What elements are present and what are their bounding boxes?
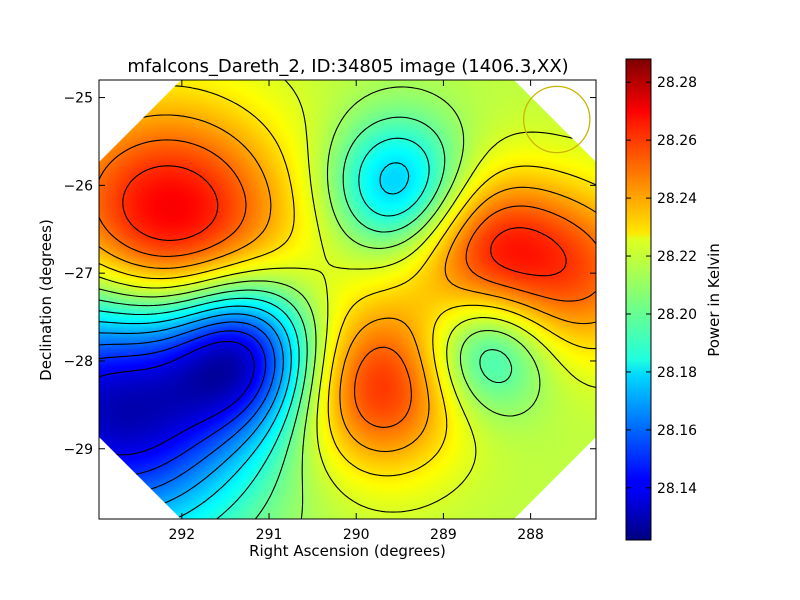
- y-axis-label: Declination (degrees): [37, 219, 55, 381]
- contour-line: [99, 139, 596, 428]
- colorbar-label: Power in Kelvin: [705, 243, 723, 357]
- colorbar-gradient: [625, 58, 652, 541]
- x-tick-label: 288: [517, 527, 544, 543]
- x-axis: 292 291 290 289 288: [168, 80, 544, 543]
- colorbar-tick-label: 28.24: [657, 191, 697, 207]
- colorbar-tick-label: 28.28: [657, 75, 697, 91]
- colorbar: 28.14 28.16 28.18 28.20 28.22 28.24 28.26 28.28…: [625, 58, 723, 541]
- x-tick-label: 291: [256, 527, 283, 543]
- beam-circle: [522, 85, 591, 154]
- colorbar-tick-label: 28.16: [657, 423, 697, 439]
- chart-title: mfalcons_Dareth_2, ID:34805 image (1406.…: [127, 56, 568, 77]
- x-tick-label: 290: [343, 527, 370, 543]
- plot-frame: [98, 79, 597, 520]
- colorbar-ticks: 28.14 28.16 28.18 28.20 28.22 28.24 28.26 28.28: [626, 75, 697, 497]
- heatmap-image: [99, 80, 596, 519]
- y-tick-label: −25: [63, 91, 93, 107]
- contour-line: [99, 137, 430, 519]
- y-tick-label: −26: [63, 178, 93, 194]
- contour-line: [99, 86, 541, 519]
- y-tick-label: −28: [63, 354, 93, 370]
- x-axis-label: Right Ascension (degrees): [249, 542, 446, 560]
- contour-line: [99, 116, 513, 519]
- contour-line: [99, 340, 255, 456]
- x-tick-label: 292: [168, 527, 195, 543]
- contour-line: [99, 162, 410, 519]
- colorbar-tick-label: 28.20: [657, 307, 697, 323]
- y-tick-label: −27: [63, 266, 93, 282]
- plot-area: [98, 79, 597, 520]
- x-tick-label: 289: [430, 527, 457, 543]
- colorbar-tick-label: 28.14: [657, 481, 697, 497]
- y-tick-label: −29: [63, 442, 93, 458]
- colorbar-tick-label: 28.18: [657, 365, 697, 381]
- colorbar-tick-label: 28.22: [657, 249, 697, 265]
- contour-line: [122, 165, 567, 277]
- y-axis: −25 −26 −27 −28 −29: [63, 91, 596, 458]
- colorbar-tick-label: 28.26: [657, 133, 697, 149]
